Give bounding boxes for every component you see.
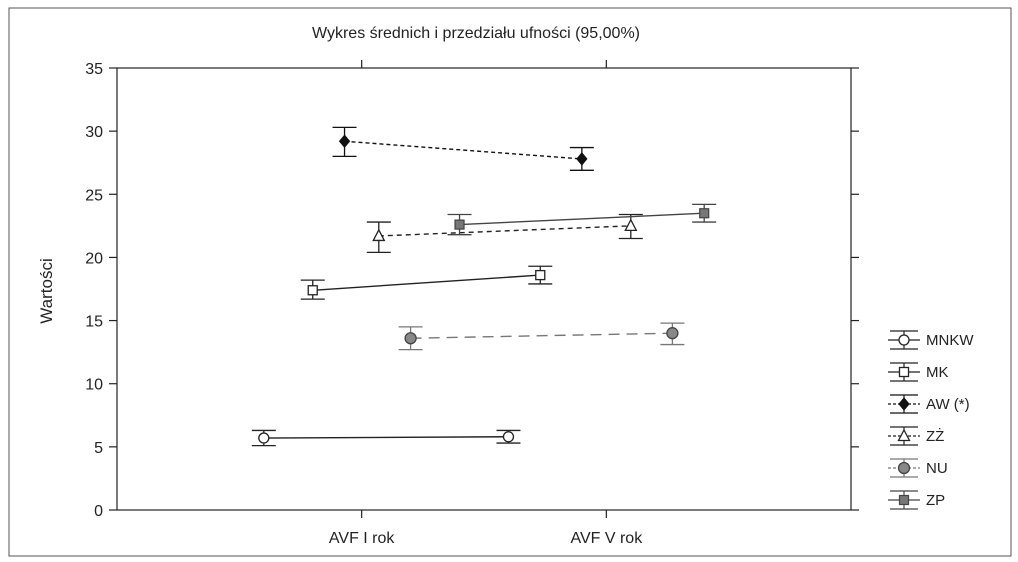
data-point-3-0 [372, 228, 386, 242]
data-point-2-1 [576, 152, 588, 166]
legend-marker-4 [897, 461, 911, 475]
data-point-0-1 [502, 431, 515, 443]
legend-item-2: AW (*) [888, 394, 970, 414]
legend-label-3: ZŻ [926, 427, 944, 445]
y-tick-label-4: 20 [85, 250, 103, 267]
series-5 [447, 203, 717, 236]
series-2 [332, 126, 594, 171]
data-point-2-0 [338, 134, 351, 149]
legend: MNKW MK AW (*) ZŻ NU ZP [888, 330, 974, 510]
legend-item-0: MNKW [888, 330, 974, 350]
legend-item-3: ZŻ [888, 426, 944, 446]
legend-marker-5 [898, 494, 910, 506]
legend-label-2: AW (*) [926, 396, 970, 413]
y-axis-label: Wartości [37, 258, 56, 324]
y-axis: 0 5 10 15 20 25 30 35 [85, 61, 859, 520]
outer-border [8, 7, 1012, 557]
x-axis: AVF I rok AVF V rok [329, 60, 643, 547]
legend-label-5: ZP [926, 492, 945, 509]
data-point-5-1 [699, 208, 710, 219]
data-point-5-0 [454, 219, 465, 230]
series-line-1 [312, 274, 541, 291]
y-tick-label-3: 15 [85, 314, 103, 331]
data-point-1-1 [535, 269, 546, 281]
data-point-3-1 [624, 218, 638, 232]
y-tick-label-1: 5 [94, 440, 103, 457]
data-point-4-1 [666, 327, 679, 340]
data-point-0-0 [258, 432, 270, 444]
legend-label-0: MNKW [926, 332, 974, 349]
series-line-2 [344, 140, 582, 160]
series-line-5 [459, 212, 705, 226]
data-point-1-0 [307, 285, 318, 296]
legend-marker-0 [898, 334, 910, 346]
series-0 [251, 429, 521, 447]
legend-item-4: NU [888, 458, 948, 478]
legend-marker-1 [898, 366, 910, 378]
legend-item-5: ZP [888, 490, 945, 510]
series-3 [366, 213, 643, 254]
y-tick-label-6: 30 [85, 124, 103, 141]
x-tick-label-0: AVF I rok [329, 530, 395, 547]
legend-marker-2 [898, 397, 910, 411]
data-point-4-0 [404, 332, 417, 345]
y-tick-label-7: 35 [85, 61, 103, 78]
chart-title: Wykres średnich i przedziału ufności (95… [312, 25, 640, 42]
x-tick-label-1: AVF V rok [570, 530, 643, 547]
series-line-3 [378, 225, 631, 237]
legend-label-1: MK [926, 364, 949, 381]
y-tick-label-0: 0 [94, 503, 103, 520]
series-1 [300, 265, 553, 300]
y-tick-label-2: 10 [85, 377, 103, 394]
series-line-4 [410, 332, 673, 339]
legend-marker-3 [897, 428, 911, 442]
plot-area [116, 67, 852, 511]
series-4 [398, 322, 685, 351]
legend-item-1: MK [888, 362, 949, 382]
series-line-0 [263, 436, 509, 439]
legend-label-4: NU [926, 460, 948, 477]
series-group [251, 126, 717, 447]
y-tick-label-5: 25 [85, 187, 103, 204]
